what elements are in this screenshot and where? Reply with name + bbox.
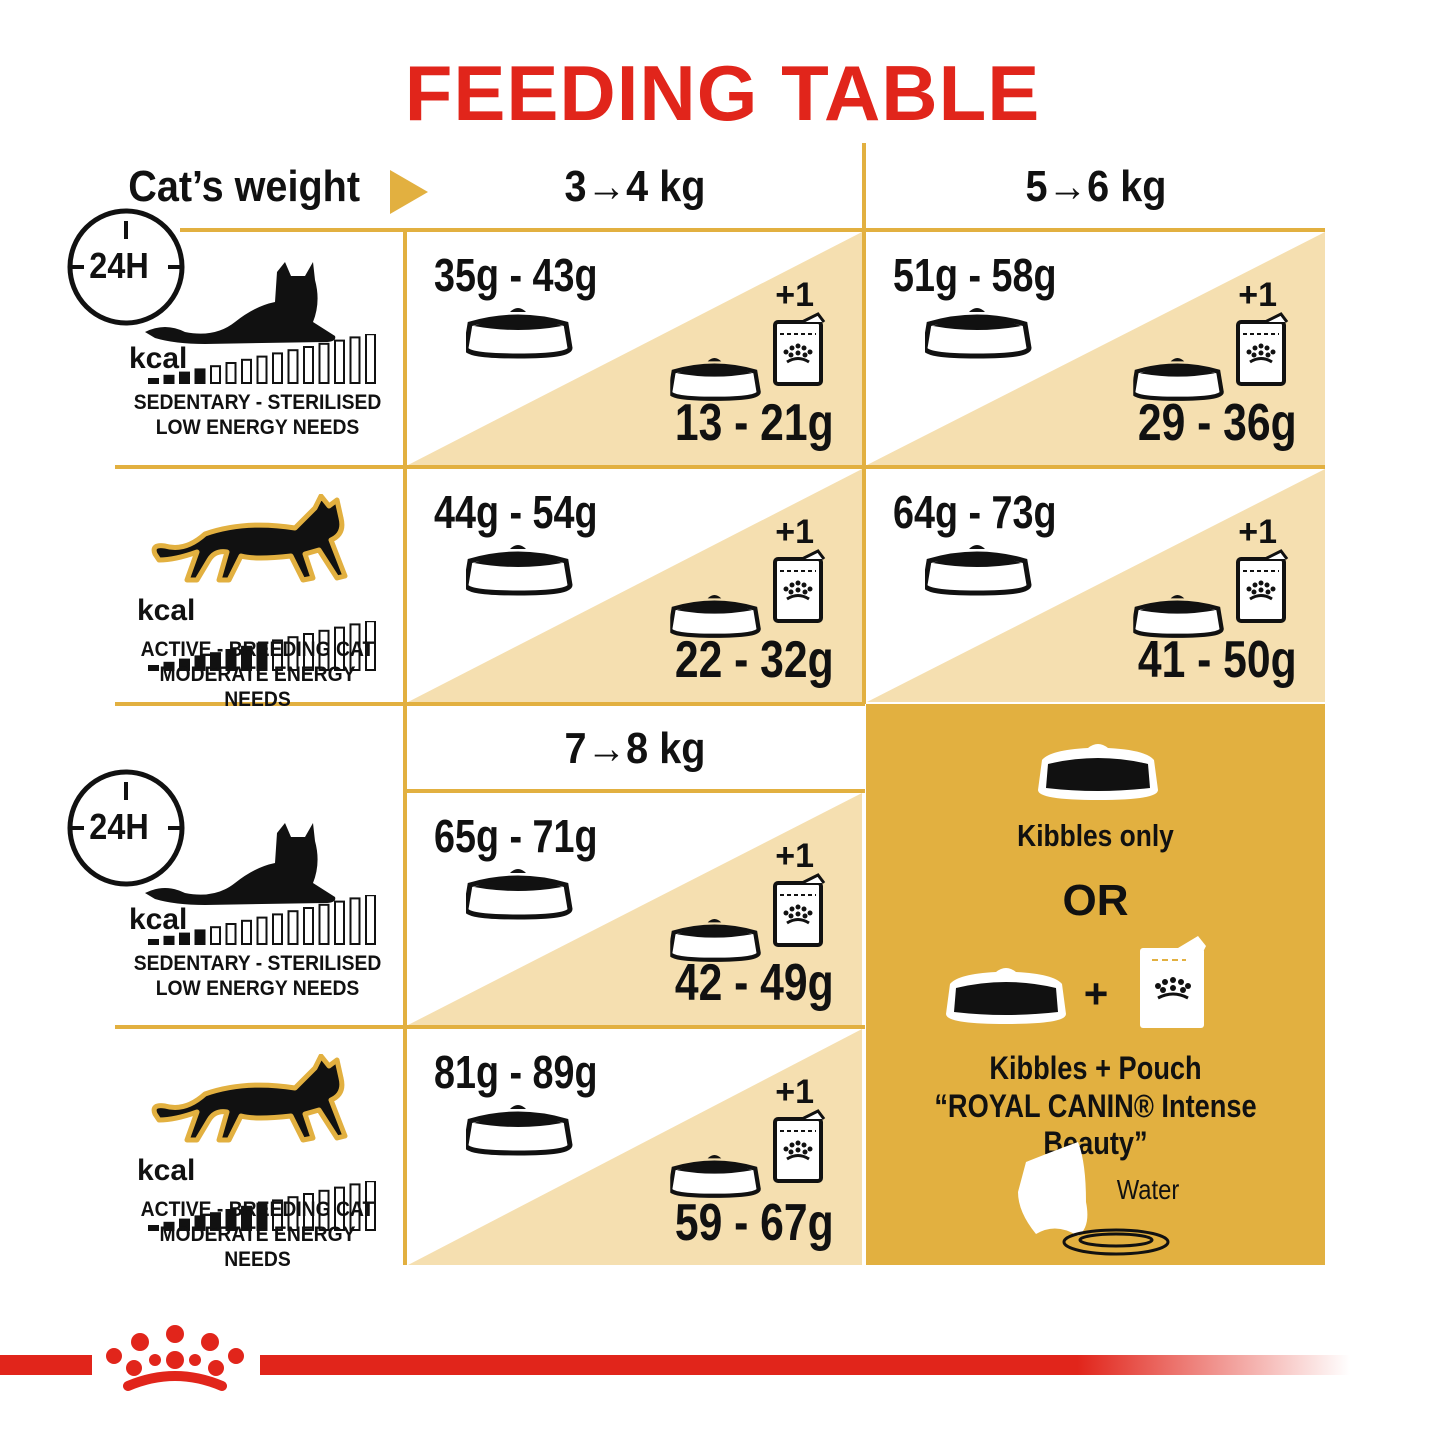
- kibbles-with-pouch-amount: 41 - 50g: [1138, 631, 1297, 689]
- pouch-icon: [772, 549, 826, 630]
- kcal-label: kcal: [129, 342, 188, 375]
- kibble-bowl-icon: [668, 916, 764, 968]
- plus-one-pouch-label: +1: [1238, 513, 1277, 551]
- kcal-label: kcal: [129, 903, 188, 936]
- pouch-icon: [772, 1109, 826, 1190]
- plus-one-pouch-label: +1: [775, 276, 814, 314]
- profile-label: SEDENTARY - STERILISED LOW ENERGY NEEDS: [126, 951, 388, 1001]
- kibbles-with-pouch-amount: 42 - 49g: [675, 954, 834, 1012]
- kibble-bowl-icon: [1131, 592, 1227, 644]
- divider: [115, 465, 1325, 469]
- kibbles-with-pouch-amount: 29 - 36g: [1138, 394, 1297, 452]
- 24h-clock-icon: [67, 208, 185, 326]
- kibble-bowl-icon: [668, 1152, 764, 1204]
- kibble-bowl-icon: [1038, 744, 1158, 800]
- plus-label: +: [1083, 970, 1109, 1017]
- royal-canin-crown-logo: [106, 1325, 244, 1391]
- kcal-label: kcal: [137, 1154, 196, 1187]
- kibble-bowl-icon: [946, 968, 1066, 1024]
- kibble-bowl-icon: [668, 592, 764, 644]
- kibbles-pouch-label: Kibbles + Pouch: [989, 1050, 1202, 1086]
- divider: [862, 228, 866, 704]
- divider: [403, 228, 407, 1265]
- footer-line: [0, 1355, 92, 1375]
- energy-level-bars: [148, 621, 376, 672]
- profile-label: ACTIVE - BREEDING CAT MODERATE ENERGY NEE…: [126, 1197, 388, 1272]
- kibbles-only-amount: 44g - 54g: [434, 486, 598, 538]
- cat-drinking-water-icon: [1018, 1142, 1170, 1256]
- kibbles-only-amount: 81g - 89g: [434, 1046, 598, 1098]
- play-arrow-icon: [390, 170, 428, 214]
- profile-label: ACTIVE - BREEDING CAT MODERATE ENERGY NEE…: [126, 637, 388, 712]
- feeding-cell: 44g - 54g +1 22 - 32g: [408, 469, 862, 702]
- divider: [115, 702, 865, 706]
- feeding-cell: 81g - 89g +1 59 - 67g: [408, 1029, 862, 1265]
- pouch-icon: [772, 312, 826, 393]
- feeding-cell: 65g - 71g +1 42 - 49g: [408, 793, 862, 1025]
- kibble-bowl-icon: [1131, 355, 1227, 407]
- profile-label: SEDENTARY - STERILISED LOW ENERGY NEEDS: [126, 390, 388, 440]
- profile-line2: LOW ENERGY NEEDS: [155, 977, 360, 1000]
- plus-one-pouch-label: +1: [775, 513, 814, 551]
- feeding-cell: 64g - 73g +1 41 - 50g: [867, 469, 1325, 702]
- plus-one-pouch-label: +1: [775, 837, 814, 875]
- divider: [405, 789, 865, 793]
- kibble-bowl-icon: [463, 541, 576, 602]
- divider: [115, 1025, 865, 1029]
- kibbles-with-pouch-amount: 22 - 32g: [675, 631, 834, 689]
- 24h-clock-icon: [67, 769, 185, 887]
- profile-line2: MODERATE ENERGY NEEDS: [159, 663, 356, 711]
- or-label: OR: [1062, 876, 1129, 925]
- kibble-bowl-icon: [668, 355, 764, 407]
- pouch-icon: [1235, 549, 1289, 630]
- profile-line1: ACTIVE - BREEDING CAT: [140, 638, 375, 661]
- kibble-bowl-icon: [922, 304, 1035, 365]
- energy-level-bars: [148, 895, 376, 946]
- footer-line: [260, 1355, 1350, 1375]
- walking-cat-icon: [151, 494, 348, 583]
- kcal-label: kcal: [137, 594, 196, 627]
- kibble-bowl-icon: [463, 304, 576, 365]
- kibbles-only-label: Kibbles only: [1017, 818, 1174, 853]
- profile-line1: SEDENTARY - STERILISED: [133, 952, 382, 975]
- kibble-bowl-icon: [463, 1101, 576, 1162]
- kibble-bowl-icon: [922, 541, 1035, 602]
- pouch-icon: [1235, 312, 1289, 393]
- page-title: FEEDING TABLE: [404, 49, 1041, 137]
- plus-one-pouch-label: +1: [1238, 276, 1277, 314]
- pouch-icon: [1140, 936, 1206, 1028]
- kibbles-only-amount: 65g - 71g: [434, 810, 598, 862]
- divider: [862, 143, 866, 233]
- 24h-label: 24H: [89, 806, 149, 847]
- pouch-icon: [772, 873, 826, 954]
- profile-line2: LOW ENERGY NEEDS: [155, 416, 360, 439]
- profile-line1: ACTIVE - BREEDING CAT: [140, 1198, 375, 1221]
- kibbles-only-amount: 51g - 58g: [893, 249, 1057, 301]
- energy-level-bars: [148, 334, 376, 385]
- energy-level-bars: [148, 1181, 376, 1232]
- weight-label: Cat’s weight: [128, 162, 361, 211]
- water-label: Water: [1116, 1174, 1180, 1205]
- weight-col-3-4: 3→4 kg: [564, 162, 706, 211]
- plus-one-pouch-label: +1: [775, 1073, 814, 1111]
- walking-cat-icon: [151, 1054, 348, 1143]
- feeding-cell: 51g - 58g +1 29 - 36g: [867, 232, 1325, 465]
- weight-col-5-6: 5→6 kg: [1025, 162, 1167, 211]
- lying-cat-icon: [145, 823, 336, 905]
- lying-cat-icon: [145, 262, 336, 344]
- kibbles-only-amount: 64g - 73g: [893, 486, 1057, 538]
- profile-line2: MODERATE ENERGY NEEDS: [159, 1223, 356, 1271]
- feeding-cell: 35g - 43g +1 13 - 21g: [408, 232, 862, 465]
- kibbles-with-pouch-amount: 13 - 21g: [675, 394, 834, 452]
- profile-line1: SEDENTARY - STERILISED: [133, 391, 382, 414]
- divider: [180, 228, 1325, 232]
- weight-col-7-8: 7→8 kg: [564, 724, 706, 773]
- kibbles-with-pouch-amount: 59 - 67g: [675, 1194, 834, 1252]
- kibbles-only-amount: 35g - 43g: [434, 249, 598, 301]
- 24h-label: 24H: [89, 245, 149, 286]
- legend-panel: Kibbles only OR + Kibbles + Pouch “ROYAL…: [866, 704, 1325, 1265]
- kibble-bowl-icon: [463, 865, 576, 926]
